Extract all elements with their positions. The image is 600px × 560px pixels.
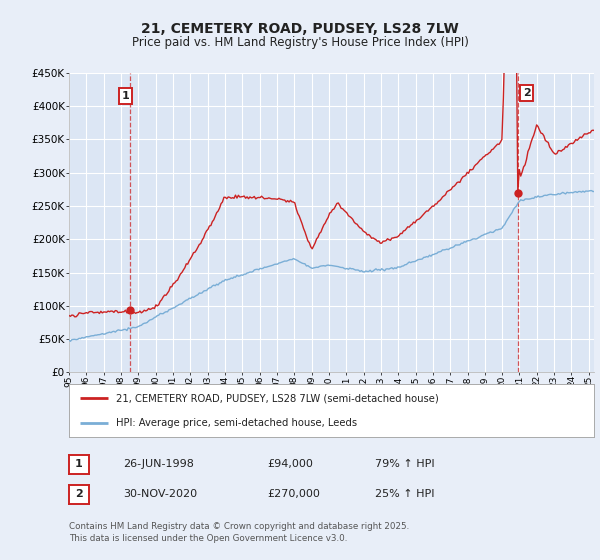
Text: 1: 1 <box>121 91 129 101</box>
Text: 79% ↑ HPI: 79% ↑ HPI <box>375 459 434 469</box>
Text: 21, CEMETERY ROAD, PUDSEY, LS28 7LW (semi-detached house): 21, CEMETERY ROAD, PUDSEY, LS28 7LW (sem… <box>116 394 439 404</box>
Text: 2: 2 <box>523 88 530 98</box>
Text: £94,000: £94,000 <box>267 459 313 469</box>
Text: Price paid vs. HM Land Registry's House Price Index (HPI): Price paid vs. HM Land Registry's House … <box>131 36 469 49</box>
Text: 1: 1 <box>75 459 83 469</box>
Text: 21, CEMETERY ROAD, PUDSEY, LS28 7LW: 21, CEMETERY ROAD, PUDSEY, LS28 7LW <box>141 22 459 36</box>
Text: HPI: Average price, semi-detached house, Leeds: HPI: Average price, semi-detached house,… <box>116 418 358 428</box>
Text: £270,000: £270,000 <box>267 489 320 499</box>
Text: 25% ↑ HPI: 25% ↑ HPI <box>375 489 434 499</box>
Text: Contains HM Land Registry data © Crown copyright and database right 2025.
This d: Contains HM Land Registry data © Crown c… <box>69 522 409 543</box>
Text: 2: 2 <box>75 489 83 500</box>
Text: 26-JUN-1998: 26-JUN-1998 <box>123 459 194 469</box>
Text: 30-NOV-2020: 30-NOV-2020 <box>123 489 197 499</box>
